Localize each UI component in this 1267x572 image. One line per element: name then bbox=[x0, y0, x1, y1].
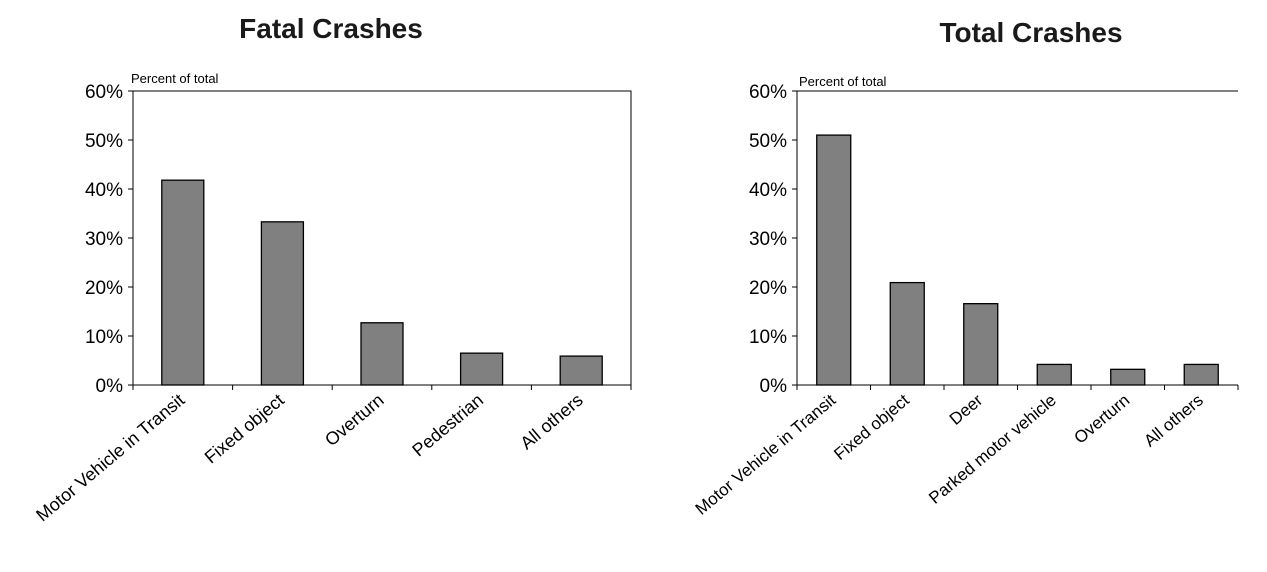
category-label: Fixed object bbox=[201, 390, 288, 468]
category-label: Fixed object bbox=[830, 390, 913, 464]
bar bbox=[816, 134, 852, 386]
bars bbox=[816, 134, 1219, 386]
bar bbox=[459, 352, 504, 386]
bar bbox=[889, 281, 925, 386]
y-tick-label: 60% bbox=[749, 82, 787, 103]
y-tick-label: 50% bbox=[749, 131, 787, 152]
category-labels: Motor Vehicle in Transit Fixed object Over… bbox=[32, 390, 587, 526]
y-axis-label: Percent of total bbox=[799, 74, 887, 89]
y-tick-label: 20% bbox=[749, 278, 787, 299]
category-label: Motor Vehicle in Transit bbox=[32, 390, 188, 526]
chart-title: Fatal Crashes bbox=[239, 13, 423, 44]
y-tick-label: 20% bbox=[85, 278, 123, 299]
category-label: Parked motor vehicle bbox=[925, 391, 1060, 508]
category-label: Motor Vehicle in Transit bbox=[692, 390, 840, 518]
y-axis-label: Percent of total bbox=[131, 71, 219, 86]
y-tick-label: 40% bbox=[749, 180, 787, 201]
bar bbox=[963, 303, 999, 386]
category-label: Overturn bbox=[321, 390, 388, 450]
category-label: All others bbox=[1140, 391, 1207, 451]
x-ticks bbox=[132, 385, 632, 390]
y-tick-label: 30% bbox=[85, 229, 123, 250]
bar bbox=[1110, 368, 1146, 386]
bar bbox=[1036, 363, 1072, 386]
fatal-crashes-chart: Fatal Crashes Percent of total 0% 10% 20% 3… bbox=[32, 13, 632, 526]
y-tick-label: 0% bbox=[760, 376, 788, 397]
bars bbox=[161, 179, 603, 386]
x-ticks bbox=[796, 385, 1239, 390]
y-tick-label: 50% bbox=[85, 131, 123, 152]
y-ticks: 0% 10% 20% 30% 40% 50% 60% bbox=[85, 82, 133, 397]
y-tick-label: 0% bbox=[96, 376, 124, 397]
category-label: All others bbox=[516, 390, 586, 454]
y-tick-label: 40% bbox=[85, 180, 123, 201]
bar bbox=[260, 221, 305, 386]
bar bbox=[161, 179, 205, 386]
y-ticks: 0% 10% 20% 30% 40% 50% 60% bbox=[749, 82, 797, 397]
total-crashes-chart: Total Crashes Percent of total 0% 10% 20% 3… bbox=[692, 17, 1239, 519]
y-tick-label: 30% bbox=[749, 229, 787, 250]
category-label: Overturn bbox=[1070, 391, 1133, 448]
bar bbox=[1183, 363, 1219, 386]
bar bbox=[559, 355, 603, 386]
y-tick-label: 60% bbox=[85, 82, 123, 103]
category-label: Deer bbox=[946, 390, 987, 428]
chart-title: Total Crashes bbox=[939, 17, 1122, 48]
y-tick-label: 10% bbox=[85, 327, 123, 348]
category-label: Pedestrian bbox=[408, 390, 487, 461]
y-tick-label: 10% bbox=[749, 327, 787, 348]
bar bbox=[360, 322, 404, 386]
